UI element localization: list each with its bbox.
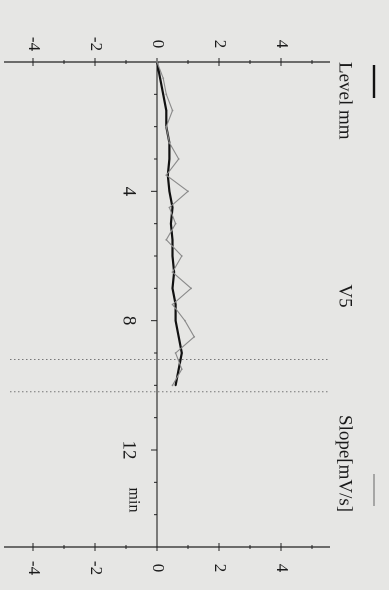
data-point-slope [156, 61, 158, 63]
x-axis-label: min [125, 488, 142, 513]
data-point-slope [168, 206, 171, 209]
data-point-slope [177, 158, 180, 160]
data-point-slope [165, 125, 168, 128]
y-right-tick-label: -2 [87, 561, 106, 575]
y-left-tick-label: -2 [87, 37, 106, 51]
data-point-level [170, 222, 172, 225]
data-point-slope [165, 174, 168, 177]
y-left-axis-label: Level mm [335, 62, 356, 140]
y-left-tick-label: 2 [211, 40, 230, 49]
data-point-level [174, 384, 177, 387]
data-point-level [168, 190, 171, 193]
data-point-slope [174, 352, 177, 354]
data-point-level [180, 352, 183, 354]
data-point-slope [171, 384, 174, 387]
data-point-level [171, 238, 174, 241]
y-right-tick-label: 2 [211, 564, 230, 573]
data-point-slope [180, 368, 183, 371]
data-point-slope [180, 255, 183, 257]
data-point-level [174, 303, 177, 306]
y-right-tick-label: 4 [273, 564, 292, 573]
data-point-slope [187, 190, 189, 193]
data-point-level [174, 319, 177, 322]
data-point-slope [171, 303, 174, 306]
data-point-level [177, 368, 180, 371]
data-point-slope [162, 77, 165, 80]
data-point-slope [165, 93, 168, 96]
data-point-slope [171, 109, 174, 112]
y-left-tick-label: -4 [25, 37, 44, 52]
data-point-slope [171, 271, 174, 274]
data-point-slope [184, 319, 186, 322]
x-tick-label: 12 [119, 441, 140, 460]
y-right-tick-label: -4 [25, 561, 44, 576]
y-left-tick-label: 0 [149, 40, 168, 49]
y-right-tick-label: 0 [149, 564, 168, 573]
data-point-slope [190, 287, 193, 290]
x-tick-label: 4 [119, 187, 140, 197]
chart-title: V5 [335, 284, 356, 307]
y-right-axis-label: Slope[mV/s] [335, 415, 356, 512]
data-point-level [171, 206, 174, 209]
data-point-level [165, 109, 168, 112]
data-point-level [168, 158, 171, 160]
data-point-level [171, 255, 174, 257]
data-point-level [162, 93, 165, 96]
data-point-level [159, 77, 162, 80]
data-point-level [171, 287, 174, 290]
data-point-level [177, 335, 180, 338]
data-point-slope [174, 222, 177, 225]
data-point-slope [168, 141, 171, 144]
x-tick-label: 8 [119, 316, 140, 326]
y-left-tick-label: 4 [273, 40, 292, 49]
data-point-slope [193, 335, 196, 338]
data-point-slope [165, 238, 168, 241]
